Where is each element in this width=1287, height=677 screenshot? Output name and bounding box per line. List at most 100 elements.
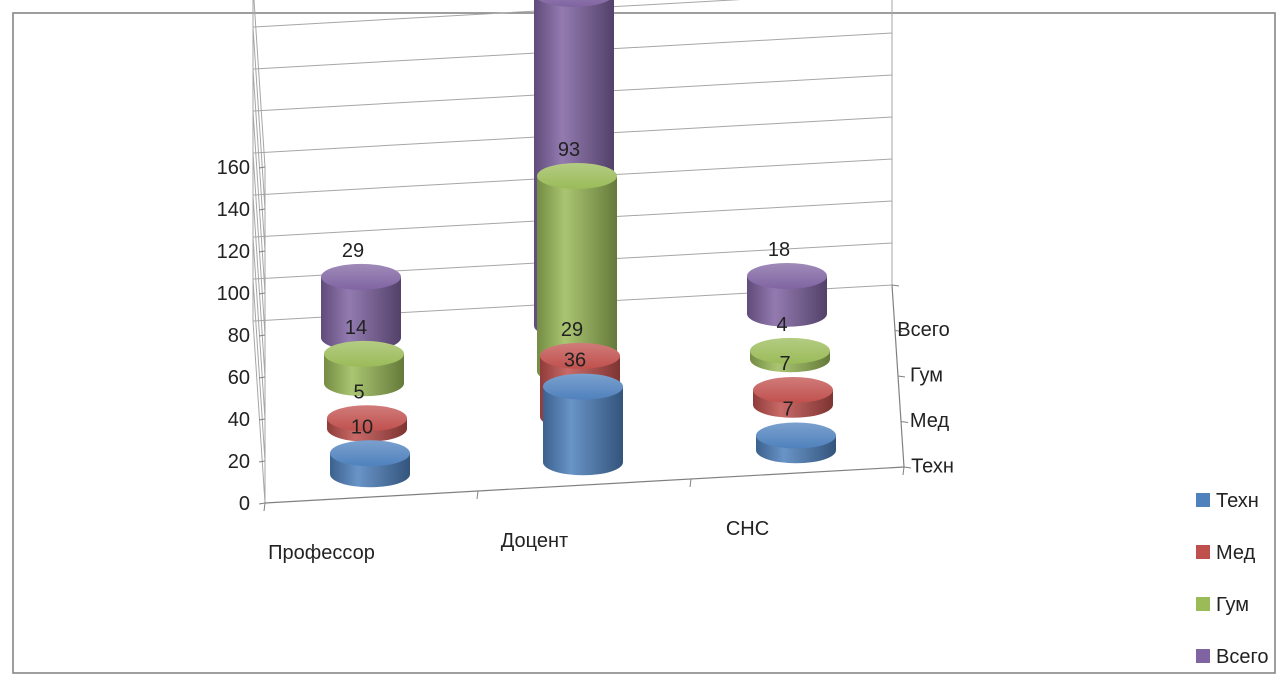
- y-tick-label: 140: [217, 199, 250, 221]
- legend-swatch: [1196, 545, 1210, 559]
- bar-гум-профессор: [324, 340, 404, 397]
- y-tick: [258, 292, 266, 295]
- bar-гум-снс: [750, 337, 830, 373]
- legend-swatch: [1196, 493, 1210, 507]
- bar-техн-снс: [756, 422, 836, 464]
- depth-tick-label-всего: Всего: [897, 319, 949, 341]
- depth-tick-label-гум: Гум: [910, 364, 943, 386]
- y-tick: [258, 166, 266, 169]
- y-tick: [258, 418, 266, 421]
- x-tick-label-доцент: Доцент: [501, 530, 568, 552]
- bar-всего-снс: [747, 262, 827, 327]
- y-tick-label: 20: [228, 451, 250, 473]
- side-gridline: [252, 68, 266, 252]
- data-label-гум-профессор: 14: [345, 317, 367, 339]
- depth-tick: [897, 375, 906, 378]
- bar-top: [540, 342, 620, 369]
- side-gridline: [253, 0, 266, 168]
- side-gridline: [252, 236, 266, 420]
- bar-top: [330, 440, 410, 467]
- bar-top: [750, 337, 830, 364]
- bar-всего-профессор: [321, 263, 401, 351]
- y-tick: [258, 502, 266, 505]
- legend-label: Всего: [1216, 646, 1268, 668]
- y-tick-label: 0: [239, 493, 250, 515]
- legend-item-гум: Гум: [1196, 594, 1249, 616]
- y-tick-label: 120: [217, 241, 250, 263]
- side-gridline: [252, 26, 266, 210]
- bar-top: [538, 0, 610, 7]
- side-gridline: [252, 152, 266, 336]
- x-tick: [476, 490, 479, 500]
- bar-body: [537, 175, 617, 385]
- legend-swatch: [1196, 649, 1210, 663]
- x-tick: [902, 466, 905, 476]
- bar-техн-доцент: [543, 373, 623, 476]
- data-label-всего-профессор: 29: [342, 240, 364, 262]
- y-tick: [258, 208, 266, 211]
- data-label-гум-доцент: 93: [558, 139, 580, 161]
- y-tick-label: 100: [217, 283, 250, 305]
- y-tick: [258, 334, 266, 337]
- data-label-мед-профессор: 5: [353, 381, 364, 403]
- legend-label: Мед: [1216, 542, 1256, 564]
- y-tick: [258, 376, 266, 379]
- x-tick-label-профессор: Профессор: [268, 542, 375, 564]
- bar-top: [543, 373, 623, 400]
- depth-tick: [891, 284, 900, 287]
- depth-tick: [894, 330, 903, 332]
- bar-top: [747, 262, 827, 289]
- legend-swatch: [1196, 597, 1210, 611]
- bar-гум-доцент: [537, 162, 617, 385]
- bar-body: [543, 386, 623, 476]
- chart-border: [12, 12, 1276, 674]
- data-label-техн-снс: 7: [782, 399, 793, 421]
- side-gridline: [252, 110, 266, 294]
- bar-top: [321, 263, 401, 290]
- x-tick: [263, 502, 266, 512]
- data-label-всего-снс: 18: [768, 239, 790, 261]
- bar-top: [327, 405, 407, 432]
- bar-мед-снс: [753, 377, 833, 418]
- y-tick-label: 160: [217, 157, 250, 179]
- y-tick: [258, 250, 266, 253]
- legend-label: Техн: [1216, 490, 1259, 512]
- legend-item-техн: Техн: [1196, 490, 1259, 512]
- data-labels: 291581814934529710367: [342, 139, 794, 438]
- side-gridline: [252, 320, 266, 504]
- y-tick-label: 40: [228, 409, 250, 431]
- bar-body: [747, 275, 827, 327]
- bar-body: [321, 276, 401, 351]
- bar-top: [324, 340, 404, 367]
- data-label-мед-доцент: 29: [561, 319, 583, 341]
- x-axis: Профессор Доцент СНС: [263, 466, 905, 564]
- bar-top: [753, 377, 833, 404]
- depth-tick-label-техн: Техн: [911, 455, 954, 477]
- data-label-техн-профессор: 10: [351, 416, 373, 438]
- x-axis-line: [264, 466, 905, 504]
- x-tick-label-снс: СНС: [726, 518, 769, 540]
- side-gridline: [252, 194, 266, 378]
- bars: [321, 0, 836, 488]
- y-tick-label: 80: [228, 325, 250, 347]
- depth-tick: [903, 466, 912, 469]
- x-tick: [689, 478, 692, 488]
- bar-top: [756, 422, 836, 449]
- data-label-техн-доцент: 36: [564, 350, 586, 372]
- legend: Техн Мед Гум Всего: [1196, 490, 1268, 668]
- y-tick: [258, 460, 266, 463]
- bar-top: [537, 162, 617, 189]
- depth-axis: Техн Мед Гум Всего: [891, 284, 954, 477]
- legend-item-всего: Всего: [1196, 646, 1268, 668]
- bar-техн-профессор: [330, 440, 410, 488]
- side-gridline: [252, 278, 266, 462]
- legend-label: Гум: [1216, 594, 1249, 616]
- depth-tick: [900, 421, 909, 423]
- data-label-гум-снс: 4: [776, 314, 787, 336]
- bar-мед-профессор: [327, 405, 407, 442]
- y-tick-label: 60: [228, 367, 250, 389]
- depth-tick-label-мед: Мед: [910, 410, 950, 432]
- data-label-мед-снс: 7: [779, 353, 790, 375]
